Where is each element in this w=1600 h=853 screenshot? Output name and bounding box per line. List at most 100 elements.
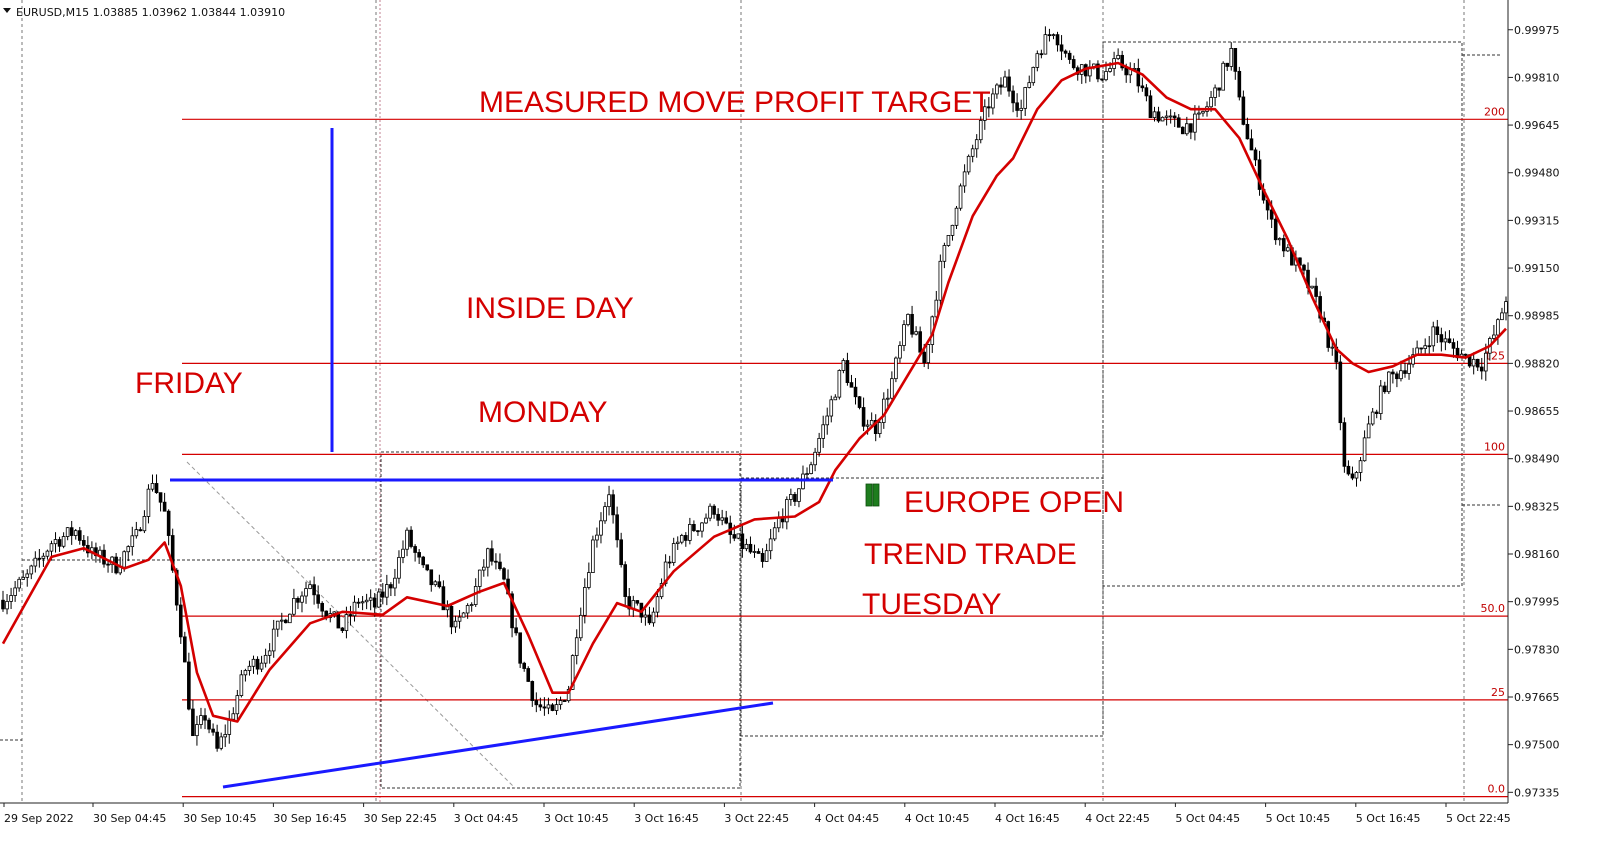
candle: [542, 697, 547, 716]
candle-body: [271, 628, 276, 652]
candle-body: [122, 551, 127, 568]
candle-body: [304, 588, 308, 597]
candle: [235, 689, 240, 722]
candle: [982, 99, 987, 130]
candle-body: [413, 546, 417, 553]
candle-body: [320, 602, 324, 612]
candle-body: [700, 522, 704, 532]
candle-body: [987, 106, 991, 109]
candle-body: [502, 568, 506, 580]
candle-body: [401, 548, 405, 558]
candle: [700, 522, 704, 538]
candle-body: [938, 260, 943, 301]
candle-body: [364, 599, 369, 603]
candle-body: [958, 185, 963, 209]
candle: [627, 588, 632, 616]
candle-body: [708, 505, 712, 519]
candle: [380, 583, 385, 605]
candle-body: [595, 534, 599, 541]
candle-body: [360, 601, 365, 604]
candle-body: [736, 533, 741, 539]
candle: [712, 504, 716, 519]
candle: [142, 510, 147, 534]
candle-body: [1257, 159, 1262, 190]
candle: [1439, 327, 1444, 352]
candle-body: [1148, 95, 1153, 118]
candle-body: [481, 566, 486, 571]
candle-body: [558, 700, 563, 706]
candle-body: [1043, 34, 1048, 55]
candle: [1346, 460, 1351, 476]
candle-body: [477, 569, 482, 587]
candle-body: [902, 324, 906, 346]
candle-body: [1172, 115, 1177, 119]
candle: [886, 388, 890, 410]
y-tick-label: 0.97500: [1514, 739, 1560, 752]
candle: [1144, 84, 1149, 102]
candle-body: [57, 539, 62, 547]
candle-body: [1382, 385, 1387, 393]
candle: [490, 540, 494, 566]
candle-body: [574, 637, 579, 656]
candle-body: [405, 529, 409, 550]
x-tick-label: 3 Oct 04:45: [454, 812, 519, 825]
candle-body: [1035, 53, 1040, 68]
candle-body: [655, 596, 660, 613]
candle-body: [720, 517, 724, 521]
candle: [340, 627, 345, 633]
candle-body: [251, 658, 256, 667]
candle: [1221, 61, 1225, 91]
candle: [752, 544, 757, 558]
candle: [187, 652, 191, 711]
candle-body: [692, 524, 696, 532]
candle: [974, 134, 979, 158]
candle-body: [461, 612, 466, 618]
candle: [1500, 307, 1504, 321]
candle-body: [696, 530, 700, 533]
candle: [1391, 369, 1395, 384]
candle: [845, 352, 850, 386]
candle: [376, 588, 381, 608]
candle-body: [1475, 358, 1480, 368]
candle-body: [1479, 366, 1484, 372]
candle-body: [772, 527, 777, 540]
candle: [841, 358, 846, 374]
candle-body: [1358, 460, 1363, 473]
candle-body: [368, 597, 373, 601]
monday-label: MONDAY: [478, 396, 607, 429]
candle: [69, 520, 74, 545]
candle: [296, 596, 300, 610]
candle-body: [25, 573, 30, 578]
candle-body: [627, 596, 632, 610]
candle-body: [1217, 87, 1221, 91]
candle-body: [203, 715, 207, 721]
candle: [389, 582, 393, 597]
candle: [271, 619, 276, 658]
candle: [538, 697, 543, 711]
candle-body: [1411, 354, 1415, 365]
header-dropdown-icon[interactable]: [3, 8, 11, 13]
candle-body: [1362, 437, 1367, 462]
candle: [1229, 42, 1234, 71]
candle: [433, 580, 438, 587]
candle: [813, 447, 817, 472]
candle: [1035, 50, 1040, 72]
candle-body: [760, 553, 765, 562]
candle: [1003, 70, 1007, 88]
candle: [768, 528, 773, 560]
candle: [77, 526, 82, 545]
candle: [1180, 126, 1185, 135]
candle: [106, 560, 110, 573]
candle: [1189, 123, 1193, 140]
candle: [1366, 415, 1371, 439]
candle: [736, 533, 741, 540]
candle-body: [1286, 247, 1290, 252]
candle-body: [821, 424, 825, 439]
candle: [1156, 106, 1161, 123]
candle-body: [768, 538, 773, 552]
candle-body: [1431, 326, 1436, 347]
candle-body: [1100, 78, 1104, 81]
candle-body: [1245, 123, 1250, 140]
candle-body: [21, 576, 26, 580]
candle: [1241, 90, 1246, 126]
